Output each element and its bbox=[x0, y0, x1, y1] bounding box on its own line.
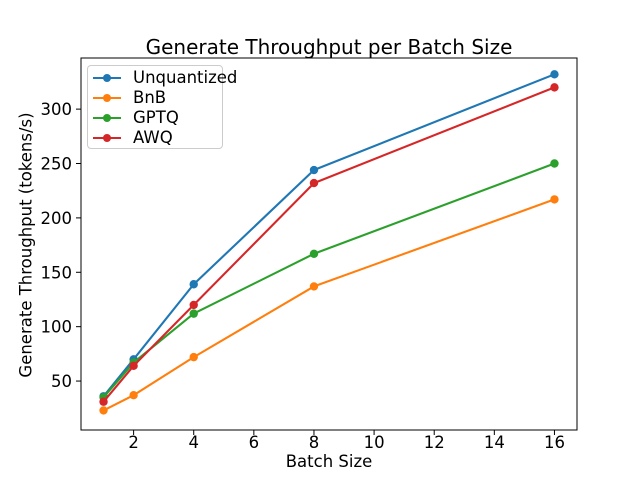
y-tick-label: 50 bbox=[51, 372, 72, 391]
series-marker-awq bbox=[189, 300, 198, 310]
legend-label: Unquantized bbox=[133, 68, 238, 87]
series-marker-awq bbox=[309, 178, 319, 188]
legend-label: GPTQ bbox=[133, 108, 179, 127]
legend-item-awq: AWQ bbox=[93, 128, 222, 148]
series-marker-bnb bbox=[550, 195, 559, 204]
series-marker-bnb bbox=[129, 390, 138, 400]
series-marker-unquantized bbox=[309, 165, 319, 175]
y-tick-label: 300 bbox=[41, 100, 73, 119]
series-marker-gptq bbox=[550, 159, 559, 168]
series-line-bnb bbox=[103, 198, 555, 412]
legend-label: AWQ bbox=[133, 128, 173, 147]
legend-line-marker-icon bbox=[93, 113, 121, 123]
legend-label: BnB bbox=[133, 88, 167, 107]
x-tick-label: 8 bbox=[309, 433, 320, 452]
series-marker-gptq bbox=[189, 309, 198, 318]
y-tick-label: 100 bbox=[41, 318, 73, 337]
y-axis-label: Generate Throughput (tokens/s) bbox=[16, 112, 36, 378]
legend-dot bbox=[103, 94, 111, 102]
y-tick-label: 150 bbox=[41, 263, 73, 282]
legend-dot bbox=[103, 134, 111, 142]
y-tick-label: 200 bbox=[41, 209, 73, 228]
x-tick-label: 6 bbox=[249, 433, 260, 452]
legend-item-unquantized: Unquantized bbox=[93, 68, 237, 88]
series-marker-unquantized bbox=[189, 280, 198, 289]
x-tick-label: 10 bbox=[364, 433, 385, 452]
x-tick-label: 12 bbox=[424, 433, 445, 452]
plot-border bbox=[80, 57, 578, 431]
legend-dot bbox=[103, 74, 111, 82]
legend-line-marker-icon bbox=[93, 133, 121, 143]
chart-title: Generate Throughput per Batch Size bbox=[145, 35, 513, 59]
series-marker-bnb bbox=[189, 352, 198, 362]
legend-dot bbox=[103, 114, 111, 122]
x-tick-label: 16 bbox=[544, 433, 565, 452]
series-marker-awq bbox=[129, 361, 138, 371]
x-tick-label: 2 bbox=[128, 433, 139, 452]
legend-line-marker-icon bbox=[93, 73, 121, 83]
series-marker-awq bbox=[99, 397, 108, 406]
x-axis-label: Batch Size bbox=[285, 452, 373, 471]
legend-item-gptq: GPTQ bbox=[93, 108, 222, 128]
series-marker-awq bbox=[550, 83, 559, 92]
legend: Unquantized BnB GPTQ AWQ bbox=[87, 65, 237, 149]
series-marker-bnb bbox=[99, 406, 108, 415]
x-tick-label: 4 bbox=[188, 433, 199, 452]
y-tick-label: 250 bbox=[41, 155, 73, 174]
series-marker-gptq bbox=[309, 249, 319, 258]
x-tick-label: 14 bbox=[484, 433, 505, 452]
series-marker-unquantized bbox=[550, 70, 559, 79]
legend-line-marker-icon bbox=[93, 93, 121, 103]
series-marker-bnb bbox=[309, 282, 319, 291]
legend-item-bnb: BnB bbox=[93, 88, 222, 108]
